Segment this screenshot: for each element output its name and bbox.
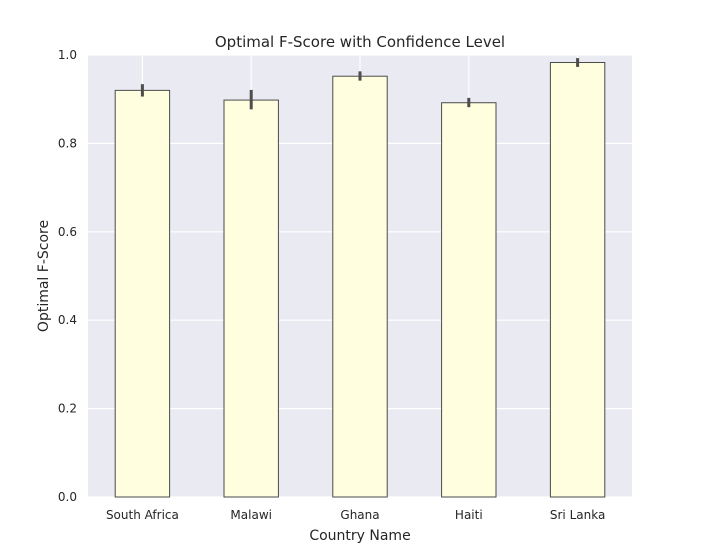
bar-south-africa (114, 89, 171, 498)
y-tick-labels: 0.0 0.2 0.4 0.6 0.8 1.0 (58, 48, 77, 504)
y-tick-label: 0.4 (58, 313, 77, 327)
bar-malawi (223, 99, 279, 498)
x-tick-label: Malawi (230, 508, 272, 522)
y-tick-label: 0.6 (58, 225, 77, 239)
x-tick-label: Ghana (340, 508, 379, 522)
y-tick-label: 0.8 (58, 136, 77, 150)
x-tick-label: Haiti (455, 508, 483, 522)
bar-ghana (332, 75, 388, 498)
error-bars (140, 58, 580, 110)
y-tick-label: 1.0 (58, 48, 77, 62)
x-tick-label: South Africa (106, 508, 179, 522)
bar-sri-lanka (549, 62, 606, 498)
x-axis-label: Country Name (309, 528, 410, 544)
y-tick-label: 0.0 (58, 490, 77, 504)
bar-haiti (441, 102, 497, 498)
x-tick-labels: South Africa Malawi Ghana Haiti Sri Lanka (106, 508, 605, 522)
x-tick-label: Sri Lanka (550, 508, 605, 522)
bars (114, 62, 606, 498)
y-tick-label: 0.2 (58, 402, 77, 416)
chart-title: Optimal F-Score with Confidence Level (215, 33, 505, 51)
y-axis-label: Optimal F-Score (36, 220, 52, 332)
